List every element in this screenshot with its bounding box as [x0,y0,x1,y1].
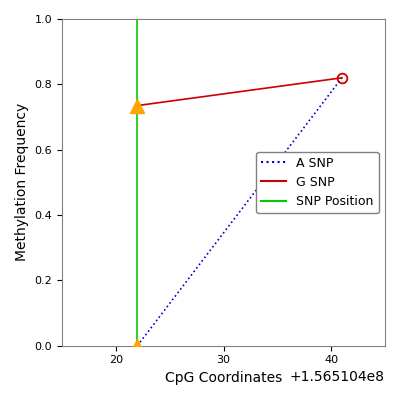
Y-axis label: Methylation Frequency: Methylation Frequency [15,103,29,262]
X-axis label: CpG Coordinates: CpG Coordinates [165,371,282,385]
Legend: A SNP, G SNP, SNP Position: A SNP, G SNP, SNP Position [256,152,379,213]
